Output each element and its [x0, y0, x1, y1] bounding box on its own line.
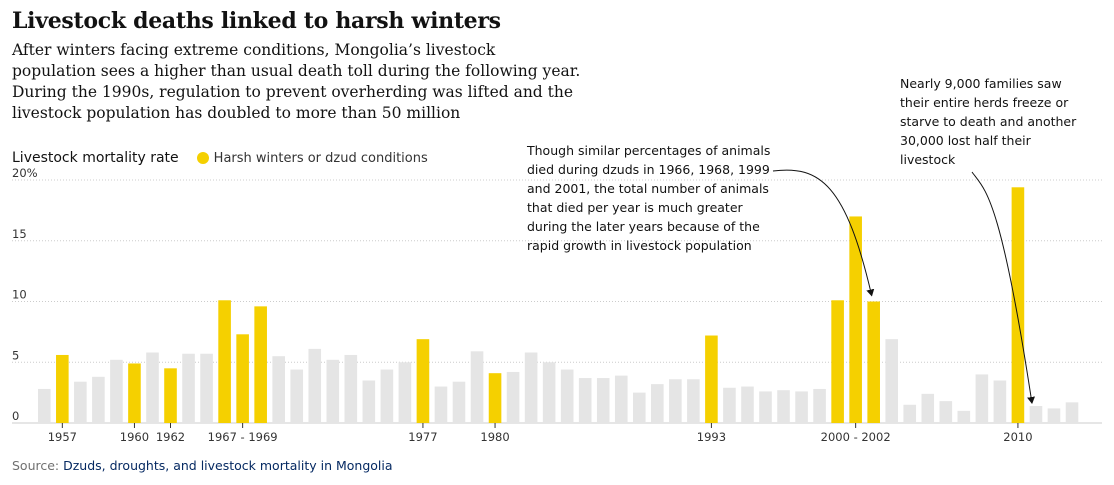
bar-year: [38, 388, 51, 423]
bar-dzud-year: [831, 300, 844, 423]
bar-year: [1029, 405, 1043, 423]
bar-dzud-year: [254, 306, 267, 423]
bar-year: [326, 359, 340, 423]
source-link[interactable]: Dzuds, droughts, and livestock mortality…: [63, 458, 393, 473]
bar-year: [885, 339, 899, 423]
bar-year: [903, 404, 917, 423]
bar-year: [651, 384, 664, 423]
x-axis-labels: 1957 1960 1962 1967 - 1969 1977 1980 1993 2000 …: [48, 423, 1033, 444]
source-line: Source: Dzuds, droughts, and livestock m…: [12, 458, 393, 473]
annotation-arrows: [772, 169, 1035, 404]
x-tick-label: 1977: [408, 430, 437, 444]
bar-year: [578, 378, 592, 423]
x-tick-label: 1993: [697, 430, 726, 444]
bars: [38, 187, 1079, 423]
legend-title: Livestock mortality rate: [12, 150, 179, 166]
y-tick-label: 5: [12, 348, 19, 362]
bar-year: [614, 375, 628, 423]
bar-year: [939, 401, 953, 423]
bar-year: [146, 352, 159, 423]
bar-year: [687, 379, 700, 423]
bar-year: [921, 393, 935, 423]
bar-dzud-year: [849, 216, 862, 423]
y-tick-label: 15: [12, 227, 27, 241]
bar-year: [759, 391, 772, 423]
bar-year: [344, 354, 358, 423]
bar-year: [470, 351, 484, 423]
y-axis-labels: 0 5 10 15 20%: [12, 166, 38, 423]
bar-dzud-year: [164, 368, 177, 423]
bar-year: [957, 410, 971, 423]
bar-year: [398, 362, 412, 423]
bar-year: [506, 371, 520, 423]
bar-year: [669, 379, 682, 423]
bar-year: [542, 362, 556, 423]
bar-year: [993, 380, 1007, 423]
bar-dzud-year: [218, 300, 231, 423]
bar-year: [795, 391, 808, 423]
bar-dzud-year: [705, 335, 718, 423]
annotation-arrow-2010: [971, 171, 1035, 404]
legend-label: Harsh winters or dzud conditions: [213, 150, 428, 166]
bar-dzud-year: [128, 363, 141, 423]
y-tick-label: 20%: [12, 166, 38, 180]
bar-year: [596, 378, 610, 423]
x-tick-label: 1962: [156, 430, 185, 444]
annotation-2010-families: Nearly 9,000 families saw their entire h…: [900, 76, 1077, 167]
bar-dzud-year: [236, 334, 249, 423]
bar-dzud-year: [56, 354, 69, 423]
legend-swatch-dot-icon: [196, 152, 209, 164]
bar-year: [74, 381, 87, 423]
x-tick-label: 1957: [48, 430, 77, 444]
bar-dzud-year: [416, 339, 430, 423]
bar-year: [434, 386, 448, 423]
legend: Livestock mortality rate Harsh winters o…: [12, 148, 428, 168]
bar-year: [975, 374, 989, 423]
bar-year: [200, 353, 213, 423]
x-tick-label: 1980: [480, 430, 509, 444]
x-tick-label: 1960: [120, 430, 149, 444]
x-tick-label: 2000 - 2002: [821, 430, 891, 444]
bar-year: [560, 369, 574, 423]
bar-year: [777, 390, 790, 423]
bar-year: [524, 352, 538, 423]
y-tick-label: 10: [12, 288, 27, 302]
bar-year: [380, 369, 394, 423]
bar-year: [92, 376, 105, 423]
bar-dzud-year: [1011, 187, 1025, 423]
x-tick-label: 2010: [1003, 430, 1032, 444]
bar-year: [1047, 408, 1061, 423]
bar-year: [362, 380, 376, 423]
bar-year: [813, 388, 826, 423]
bar-year: [290, 369, 304, 423]
chart-subtitle: After winters facing extreme conditions,…: [12, 41, 581, 122]
bar-year: [452, 381, 466, 423]
source-prefix: Source:: [12, 458, 64, 473]
bar-year: [632, 392, 646, 423]
bar-year: [110, 359, 123, 423]
bar-year: [1065, 402, 1079, 423]
annotation-arrow-2001: [772, 169, 875, 297]
bar-year: [741, 386, 754, 423]
bar-year: [308, 348, 322, 423]
annotation-dzud-comparison: Though similar percentages of animals di…: [527, 143, 771, 253]
x-tick-label: 1967 - 1969: [208, 430, 278, 444]
bar-dzud-year: [867, 301, 880, 423]
bar-year: [723, 387, 736, 423]
y-tick-label: 0: [12, 409, 19, 423]
chart-title: Livestock deaths linked to harsh winters: [12, 8, 501, 34]
bar-dzud-year: [488, 373, 502, 423]
bar-year: [272, 356, 285, 423]
bar-year: [182, 353, 195, 423]
